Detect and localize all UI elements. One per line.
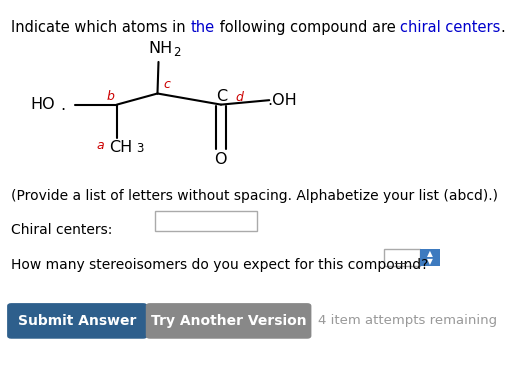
Text: ▲: ▲: [427, 249, 433, 259]
Text: c: c: [164, 78, 171, 91]
Text: How many stereoisomers do you expect for this compound?: How many stereoisomers do you expect for…: [11, 258, 429, 272]
Text: Try Another Version: Try Another Version: [151, 314, 306, 328]
Text: CH: CH: [109, 140, 133, 155]
Text: .OH: .OH: [267, 93, 297, 108]
Text: a: a: [97, 139, 104, 152]
FancyBboxPatch shape: [7, 303, 147, 339]
Text: .: .: [60, 98, 65, 113]
Text: Chiral centers:: Chiral centers:: [11, 223, 113, 237]
FancyBboxPatch shape: [420, 249, 440, 266]
Text: ▼: ▼: [427, 256, 433, 266]
Text: .: .: [500, 20, 505, 35]
Text: O: O: [214, 152, 227, 167]
Text: d: d: [235, 91, 243, 104]
Text: chiral centers: chiral centers: [400, 20, 500, 35]
FancyBboxPatch shape: [384, 249, 420, 266]
Text: HO: HO: [30, 97, 55, 112]
Text: __: __: [394, 251, 406, 264]
Text: (Provide a list of letters without spacing. Alphabetize your list (abcd).): (Provide a list of letters without spaci…: [11, 189, 498, 203]
Text: following compound are: following compound are: [214, 20, 400, 35]
Text: 3: 3: [136, 142, 144, 155]
Text: Indicate which atoms in: Indicate which atoms in: [11, 20, 190, 35]
FancyBboxPatch shape: [146, 303, 311, 339]
Text: Submit Answer: Submit Answer: [18, 314, 137, 328]
Text: 2: 2: [173, 46, 180, 59]
Text: C: C: [216, 89, 227, 104]
Text: the: the: [190, 20, 214, 35]
FancyBboxPatch shape: [155, 211, 257, 231]
Text: 4 item attempts remaining: 4 item attempts remaining: [318, 314, 497, 328]
Text: b: b: [106, 90, 114, 103]
Text: NH: NH: [148, 42, 173, 56]
